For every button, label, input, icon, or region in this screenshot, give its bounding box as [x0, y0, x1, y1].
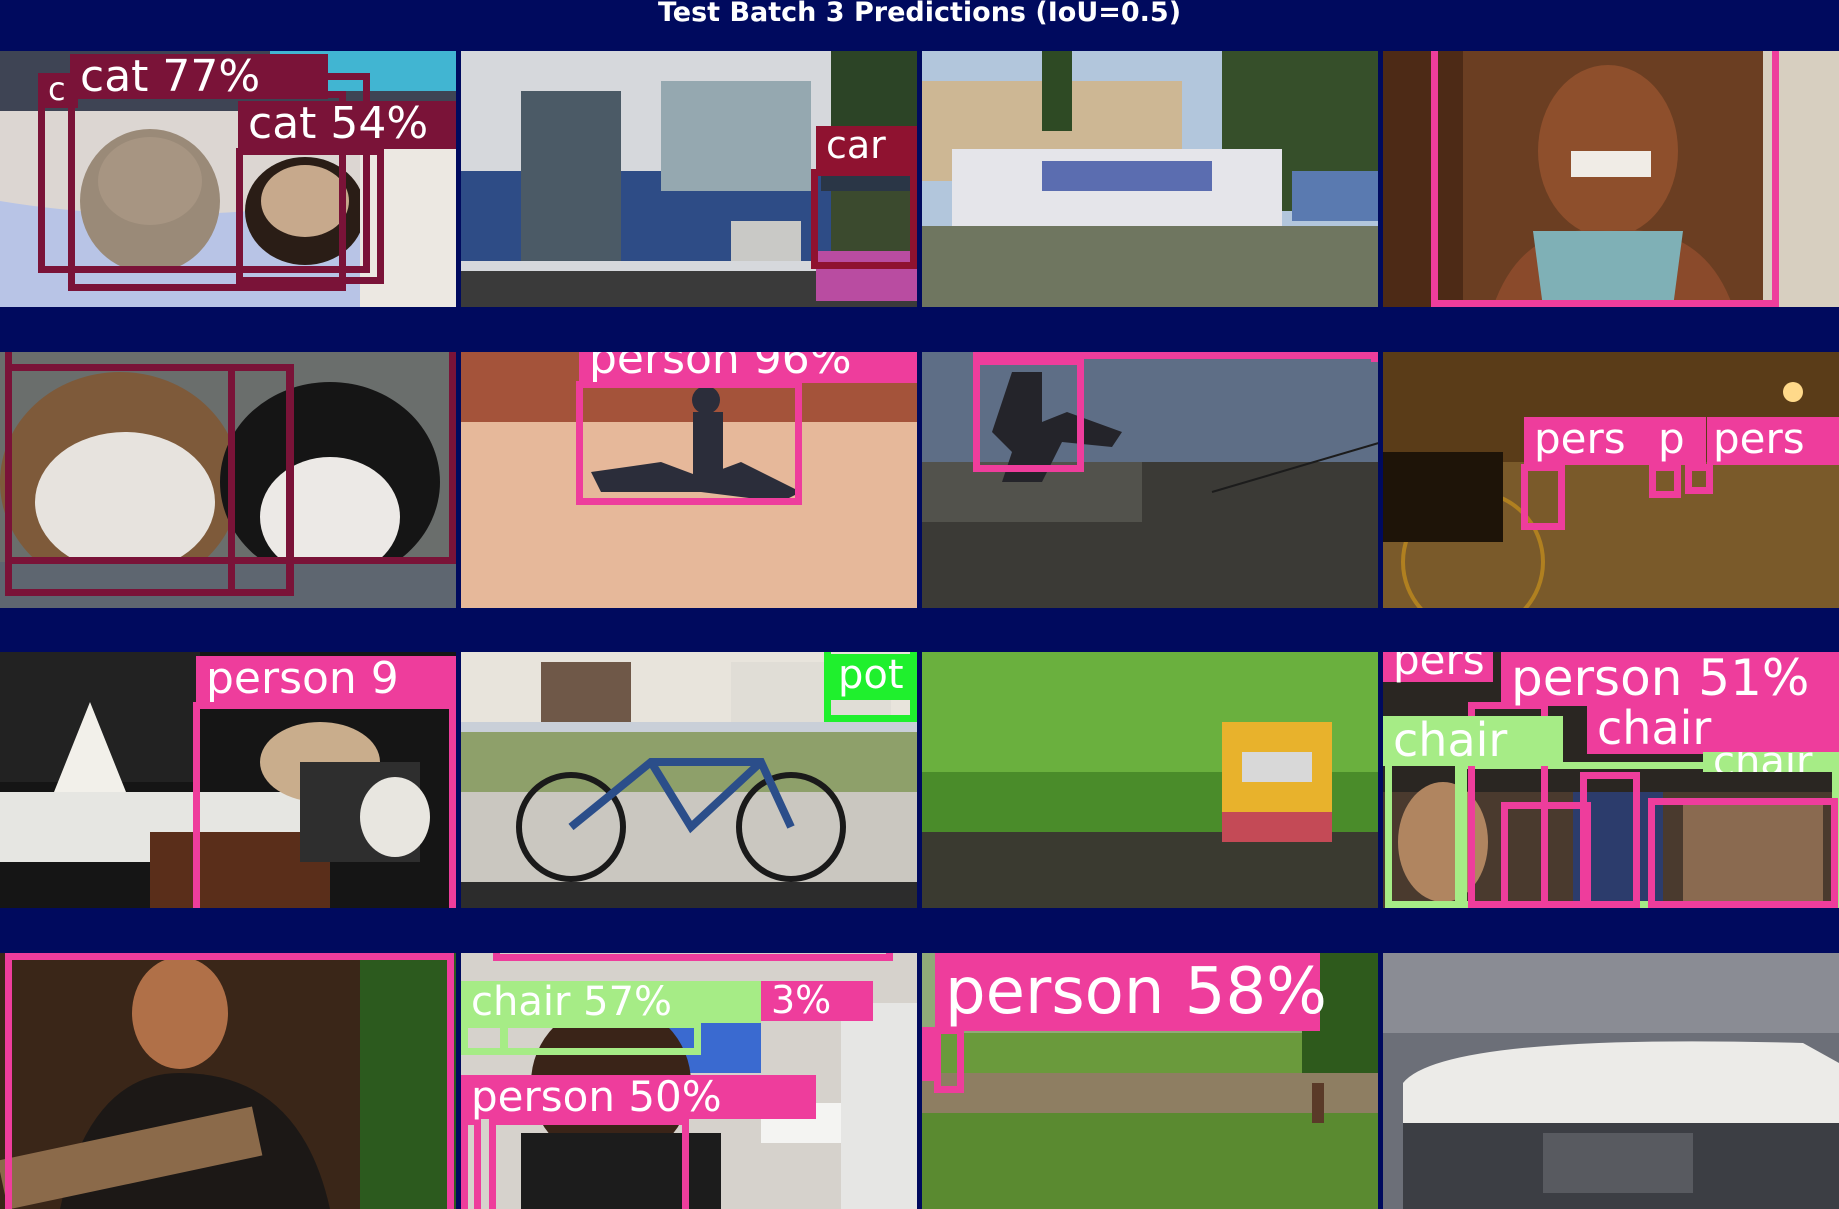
figure-title: Test Batch 3 Predictions (IoU=0.5) [657, 0, 1182, 28]
detection-box [236, 148, 384, 284]
detection-label-chair: chair [1703, 752, 1839, 772]
tile-image-silhouette [922, 352, 1378, 608]
detection-label-person: chair [1587, 704, 1839, 754]
detection-label-person: pers [1524, 416, 1674, 465]
prediction-tile-15: person 58% [922, 953, 1378, 1209]
detection-box [973, 352, 1378, 362]
tile-image-night-plaza [1383, 352, 1839, 608]
detection-label-person: person 58% [935, 953, 1327, 1031]
detection-box [193, 702, 456, 908]
prediction-tile-10: pot [461, 652, 917, 908]
detection-label-person: 3% [761, 980, 873, 1021]
detection-box [1648, 798, 1838, 908]
detection-box [5, 953, 454, 1209]
detection-box [973, 358, 1084, 472]
prediction-tile-14: 3% chair 57% person 50% [461, 953, 917, 1209]
prediction-tile-11 [922, 652, 1378, 908]
detection-box [501, 1021, 701, 1055]
detection-box [1521, 464, 1565, 530]
detection-label-chair: chair [1383, 716, 1563, 766]
tile-image-yellow-train [922, 652, 1378, 908]
prediction-tile-9: person 9 [0, 652, 456, 908]
detection-box [811, 169, 917, 269]
detection-label-potted-plant: pot [828, 654, 917, 700]
detection-label-person: p [1654, 416, 1706, 465]
prediction-tile-16 [1383, 953, 1839, 1209]
tile-image-woman-phone [1383, 51, 1839, 307]
detection-label-cat: cat 77% [70, 53, 328, 100]
detection-box [493, 953, 893, 961]
detection-label-person: person 96% [579, 352, 917, 383]
prediction-tile-4 [1383, 51, 1839, 307]
detection-box [1649, 464, 1681, 498]
prediction-tile-6: person 96% [461, 352, 917, 608]
detection-box [1685, 464, 1713, 494]
prediction-tile-1: c cat 77% cat 54% [0, 51, 456, 307]
detection-label-cat: cat 54% [238, 100, 456, 149]
prediction-tile-3 [922, 51, 1378, 307]
detection-box [461, 1118, 481, 1209]
tile-image-split-jump [461, 352, 917, 608]
tile-image-singer [0, 953, 456, 1209]
detection-box [489, 1118, 689, 1209]
prediction-tile-7 [922, 352, 1378, 608]
detection-box [1431, 51, 1779, 307]
prediction-tile-13 [0, 953, 456, 1209]
detection-label-person: person 51% [1501, 652, 1839, 706]
prediction-tile-8: pers p pers [1383, 352, 1839, 608]
detection-label-person: person 50% [461, 1074, 816, 1119]
detection-label-person: pers [1707, 416, 1839, 465]
detection-label-person: person 9 [196, 655, 456, 704]
tile-image-airplane [1383, 953, 1839, 1209]
tile-image-christmas-village [0, 652, 456, 908]
prediction-tile-5 [0, 352, 456, 608]
detection-box [5, 364, 293, 596]
detection-box [922, 1027, 936, 1081]
detection-box [1580, 772, 1640, 908]
tile-image-train [922, 51, 1378, 307]
detection-box [1501, 802, 1591, 908]
prediction-tile-12: pers person 51% chair chair chair [1383, 652, 1839, 908]
prediction-tile-2: car [461, 51, 917, 307]
detection-box [934, 1027, 964, 1093]
detection-label-chair: chair 57% [461, 981, 761, 1023]
detection-label-person: pers [1383, 652, 1493, 682]
detection-box [576, 381, 802, 505]
detection-label-car: car [816, 125, 917, 171]
